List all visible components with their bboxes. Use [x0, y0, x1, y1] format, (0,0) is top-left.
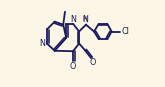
Text: N: N — [39, 39, 45, 48]
Text: O: O — [70, 62, 76, 71]
Text: O: O — [89, 58, 96, 67]
Text: H: H — [83, 16, 87, 22]
Text: Cl: Cl — [121, 27, 129, 36]
Text: N: N — [70, 15, 76, 24]
Text: N: N — [82, 15, 88, 24]
